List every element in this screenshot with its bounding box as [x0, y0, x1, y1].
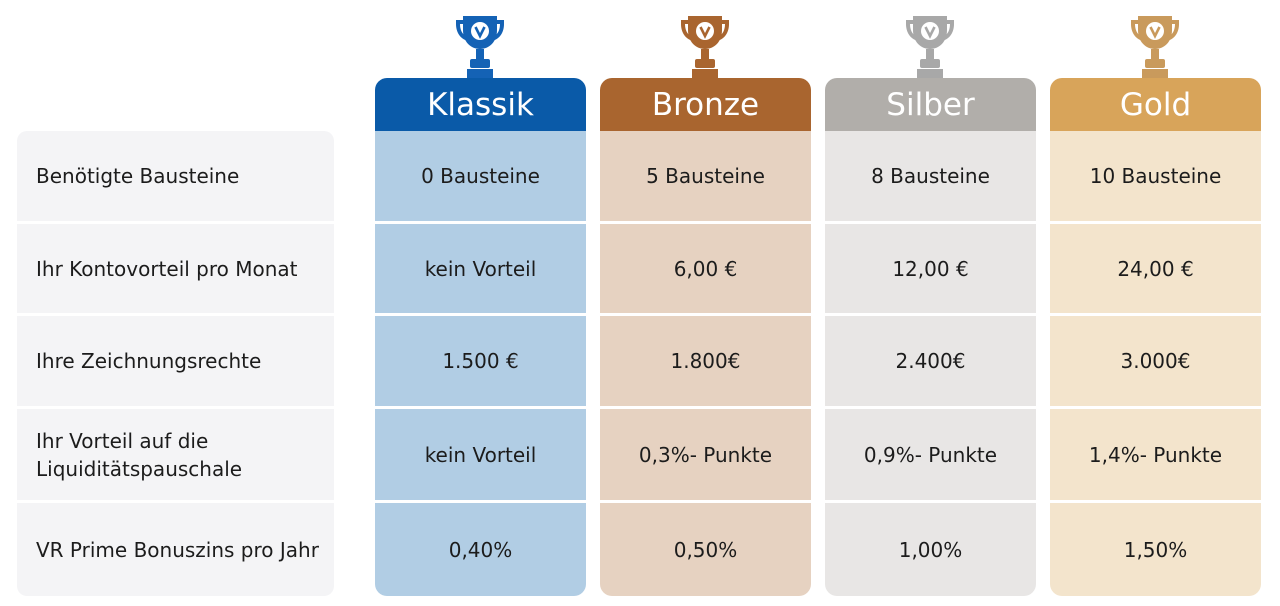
trophy-icon-gold — [1125, 12, 1185, 78]
cell-divider — [825, 313, 1036, 316]
tier-value-cell: 6,00 € — [673, 256, 738, 281]
row-label-kontovorteil: Ihr Kontovorteil pro Monat — [17, 224, 334, 313]
row-labels-panel: Benötigte Bausteine Ihr Kontovorteil pro… — [17, 131, 334, 596]
tier-value-cell: 1.800€ — [670, 349, 741, 373]
row-label-liquiditaetspauschale: Ihr Vorteil auf die Liquiditätspauschale — [17, 409, 334, 500]
cell-divider — [375, 406, 586, 409]
cell-divider — [600, 406, 811, 409]
row-label-text: Ihre Zeichnungsrechte — [36, 349, 262, 373]
tier-body: 5 Bausteine 6,00 € 1.800€ 0,3%- Punkte 0,50% — [600, 131, 811, 596]
tier-silber: Silber 8 Bausteine 12,00 € 2.400€ 0,9%- Punk… — [825, 78, 1036, 596]
tier-body: 8 Bausteine 12,00 € 2.400€ 0,9%- Punkte 1,00… — [825, 131, 1036, 596]
tier-header: Klassik — [375, 78, 586, 131]
row-label-text: VR Prime Bonuszins pro Jahr — [36, 537, 319, 562]
trophy-icon-klassik — [450, 12, 510, 78]
tier-value-cell: 1,00% — [898, 537, 963, 562]
row-divider — [17, 313, 334, 316]
row-divider — [17, 406, 334, 409]
tier-value-cell: 0,50% — [673, 537, 738, 562]
tier-header: Silber — [825, 78, 1036, 131]
cell-divider — [1050, 313, 1261, 316]
trophy-icon-bronze — [675, 12, 735, 78]
tier-bronze: Bronze 5 Bausteine 6,00 € 1.800€ 0,3%- Punkt… — [600, 78, 811, 596]
tier-value-cell: 0,3%- Punkte — [638, 442, 773, 467]
tier-value-cell: 2.400€ — [895, 349, 966, 373]
cell-divider — [825, 406, 1036, 409]
cell-divider — [1050, 221, 1261, 224]
tier-value-cell: kein Vorteil — [424, 256, 537, 281]
tier-body: 0 Bausteine kein Vorteil 1.500 € kein Vorte… — [375, 131, 586, 596]
tier-value-cell: 5 Bausteine — [646, 164, 765, 188]
tier-value-cell: 12,00 € — [892, 256, 969, 281]
trophy-icon-silber — [900, 12, 960, 78]
tier-value-cell: kein Vorteil — [424, 442, 537, 467]
cell-divider — [1050, 406, 1261, 409]
tier-value-cell: 24,00 € — [1117, 256, 1194, 281]
tier-value-cell: 0,9%- Punkte — [863, 442, 998, 467]
row-label-bausteine: Benötigte Bausteine — [17, 131, 334, 221]
row-divider — [17, 221, 334, 224]
cell-divider — [375, 500, 586, 503]
row-label-text: Ihr Kontovorteil pro Monat — [36, 256, 298, 281]
tier-value-cell: 0 Bausteine — [421, 164, 540, 188]
cell-divider — [600, 500, 811, 503]
tier-header: Bronze — [600, 78, 811, 131]
tier-value-cell: 10 Bausteine — [1089, 164, 1222, 188]
cell-divider — [1050, 500, 1261, 503]
cell-divider — [825, 500, 1036, 503]
tier-gold: Gold 10 Bausteine 24,00 € 3.000€ 1,4%- Punkt… — [1050, 78, 1261, 596]
cell-divider — [825, 221, 1036, 224]
row-label-bonuszins: VR Prime Bonuszins pro Jahr — [17, 503, 334, 596]
tier-value-cell: 1.500 € — [442, 349, 519, 373]
row-label-zeichnungsrechte: Ihre Zeichnungsrechte — [17, 316, 334, 406]
cell-divider — [600, 313, 811, 316]
tier-value-cell: 3.000€ — [1120, 349, 1191, 373]
tier-value-cell: 0,40% — [448, 537, 513, 562]
cell-divider — [375, 313, 586, 316]
row-label-text: Benötigte Bausteine — [36, 164, 240, 188]
row-divider — [17, 500, 334, 503]
tier-body: 10 Bausteine 24,00 € 3.000€ 1,4%- Punkte 1,5… — [1050, 131, 1261, 596]
tier-value-cell: 1,50% — [1123, 537, 1188, 562]
cell-divider — [600, 221, 811, 224]
tier-value-cell: 1,4%- Punkte — [1088, 442, 1223, 467]
tier-value-cell: 8 Bausteine — [871, 164, 990, 188]
cell-divider — [375, 221, 586, 224]
row-label-text: Ihr Vorteil auf die Liquiditätspauschale — [36, 428, 243, 481]
tier-header: Gold — [1050, 78, 1261, 131]
tier-klassik: Klassik 0 Bausteine kein Vorteil 1.500 € kei… — [375, 78, 586, 596]
